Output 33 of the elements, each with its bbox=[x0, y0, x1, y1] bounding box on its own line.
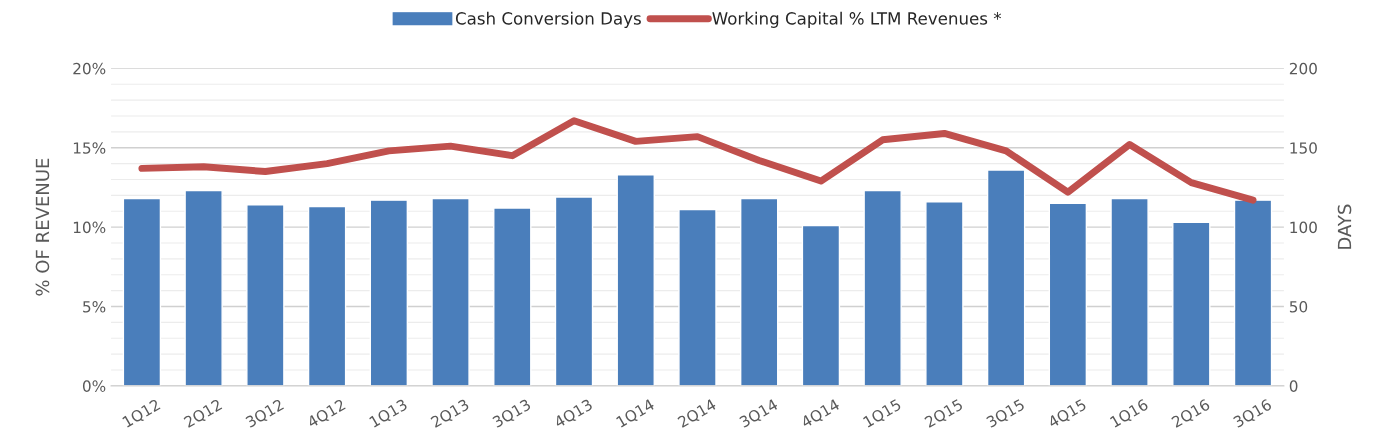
y-tick-label: 0% bbox=[82, 380, 106, 392]
bar bbox=[122, 197, 162, 386]
y-tick-label: 20% bbox=[73, 62, 106, 75]
y2-tick-label: 200 bbox=[1289, 62, 1317, 75]
bar bbox=[801, 224, 841, 386]
bar bbox=[863, 189, 902, 386]
bar bbox=[431, 197, 470, 386]
bar bbox=[925, 201, 964, 386]
bar bbox=[1110, 197, 1149, 386]
y-axis-title: % OF REVENUE bbox=[35, 158, 50, 296]
bar bbox=[369, 199, 409, 386]
y2-tick-label: 100 bbox=[1290, 221, 1317, 234]
bar bbox=[739, 197, 779, 386]
bar bbox=[493, 207, 532, 386]
bar bbox=[678, 208, 717, 386]
bar bbox=[986, 169, 1026, 386]
legend-label: Cash Conversion Days bbox=[455, 11, 641, 28]
bar bbox=[1172, 221, 1211, 386]
y-tick-label: 10% bbox=[73, 221, 106, 234]
y-tick-label: 5% bbox=[83, 300, 106, 313]
legend-label: Working Capital % LTM Revenues * bbox=[712, 11, 1002, 28]
bar bbox=[1048, 202, 1088, 386]
y-tick-label: 15% bbox=[73, 142, 106, 154]
bar bbox=[1233, 199, 1273, 386]
bar bbox=[554, 196, 594, 386]
bar bbox=[307, 205, 347, 386]
y2-tick-label: 150 bbox=[1290, 142, 1317, 154]
bar bbox=[616, 174, 655, 386]
y2-tick-label: 50 bbox=[1289, 300, 1308, 313]
bar bbox=[246, 204, 285, 386]
y2-tick-label: 0 bbox=[1289, 380, 1298, 392]
bar bbox=[184, 189, 223, 386]
y2-axis-title: DAYS bbox=[1337, 204, 1352, 249]
